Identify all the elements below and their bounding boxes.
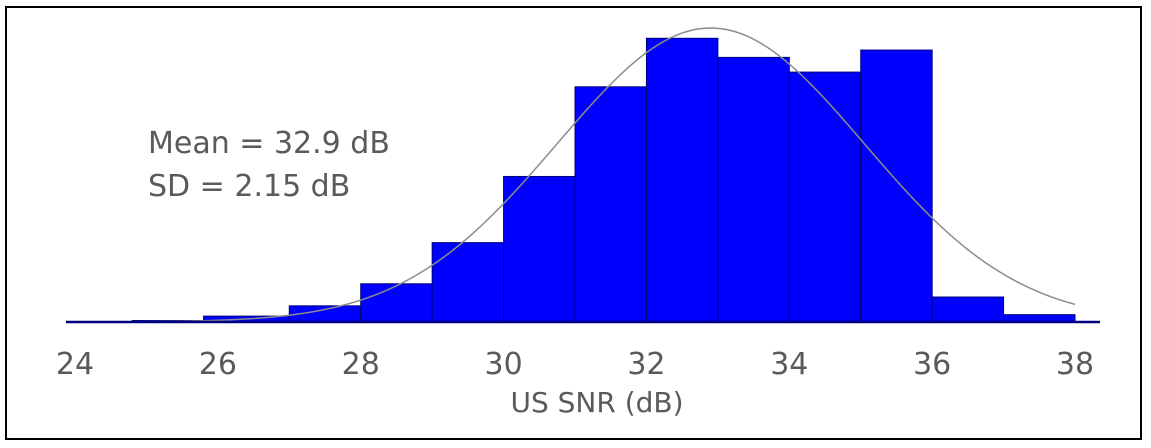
mean-annotation: Mean = 32.9 dB [148, 126, 390, 161]
x-tick-labels: 24 26 28 30 32 34 36 38 [56, 347, 1094, 382]
x-tick-label-7: 38 [1056, 347, 1094, 382]
x-tick-label-3: 30 [484, 347, 522, 382]
x-tick-label-2: 28 [342, 347, 380, 382]
histogram-bar-3 [360, 283, 433, 323]
histogram-bar-6 [574, 86, 647, 323]
x-tick-label-0: 24 [56, 347, 94, 382]
bars-group [131, 37, 1076, 323]
histogram-bar-8 [717, 56, 790, 323]
histogram-bar-4 [431, 242, 505, 323]
histogram-bar-5 [503, 175, 576, 323]
normal-fit-curve [75, 27, 1076, 323]
x-tick-label-5: 34 [770, 347, 808, 382]
x-tick-label-4: 32 [627, 347, 665, 382]
x-axis-label: US SNR (dB) [510, 386, 683, 419]
histogram-bar-9 [788, 71, 862, 323]
histogram-bar-10 [860, 49, 933, 323]
histogram-bar-7 [645, 37, 719, 323]
sd-annotation: SD = 2.15 dB [148, 169, 350, 204]
x-tick-label-6: 36 [913, 347, 951, 382]
histogram-bar-11 [931, 296, 1005, 323]
x-tick-label-1: 26 [199, 347, 237, 382]
